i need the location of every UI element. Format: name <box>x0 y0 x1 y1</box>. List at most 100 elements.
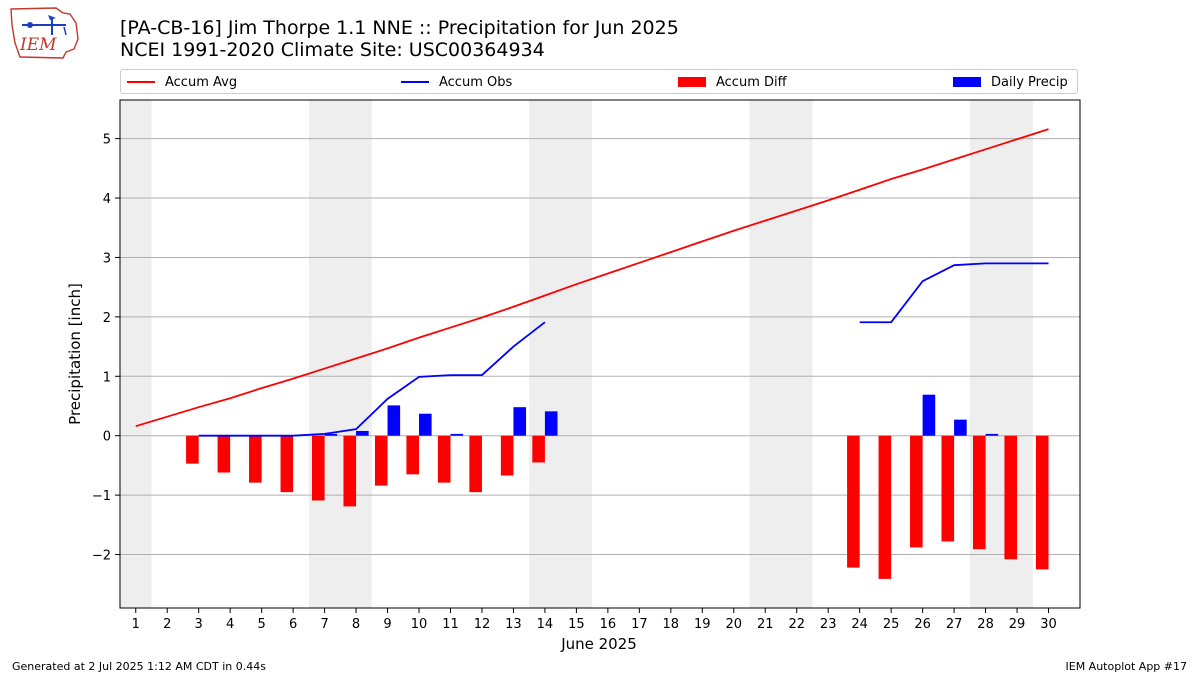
legend-swatch-accum-obs <box>401 81 429 83</box>
accum-diff-bar <box>280 435 294 493</box>
accum-diff-bar <box>437 435 451 483</box>
accum-diff-bar <box>500 435 514 476</box>
x-tick-label: 20 <box>725 617 742 632</box>
x-tick-label: 14 <box>537 617 554 632</box>
x-tick-label: 27 <box>946 617 963 632</box>
x-tick-label: 11 <box>442 617 459 632</box>
legend-swatch-accum-avg <box>127 81 155 83</box>
accum-obs-line <box>859 262 1049 324</box>
y-tick-label: 5 <box>103 133 111 148</box>
y-tick-label: 3 <box>103 251 111 266</box>
weekend-shade <box>308 100 372 608</box>
x-tick-label: 18 <box>663 617 680 632</box>
weekend-shade <box>120 100 152 608</box>
daily-precip-bar <box>387 405 401 436</box>
legend-item-daily-precip: Daily Precip <box>953 73 1068 91</box>
accum-diff-bar <box>343 435 357 507</box>
lines <box>135 128 1049 437</box>
x-tick-label: 13 <box>505 617 522 632</box>
accum-diff-bar <box>249 435 262 483</box>
daily-precip-bar <box>356 430 369 436</box>
footer-app: IEM Autoplot App #17 <box>1065 660 1188 673</box>
x-tick-label: 22 <box>788 617 805 632</box>
x-tick-label: 10 <box>411 617 428 632</box>
x-tick-label: 30 <box>1040 617 1057 632</box>
x-tick-label: 21 <box>757 617 774 632</box>
y-tick-label: −2 <box>92 549 111 564</box>
accum-diff-bar <box>217 435 231 473</box>
x-tick-label: 8 <box>352 617 360 632</box>
gridlines <box>120 138 1080 556</box>
chart-title-block: [PA-CB-16] Jim Thorpe 1.1 NNE :: Precipi… <box>120 17 679 61</box>
legend-swatch-accum-diff <box>678 77 706 87</box>
accum-diff-bar <box>910 435 923 548</box>
x-tick-label: 4 <box>226 617 234 632</box>
accum-diff-bar <box>1035 435 1049 570</box>
legend-label-daily-precip: Daily Precip <box>991 74 1068 90</box>
x-tick-label: 6 <box>289 617 297 632</box>
accum-diff-bar <box>186 435 199 464</box>
daily-precip-bar <box>985 433 999 436</box>
iem-logo: IEM <box>8 5 82 61</box>
x-tick-label: 7 <box>320 617 328 632</box>
x-tick-label: 28 <box>977 617 994 632</box>
accum-diff-bar <box>469 435 482 493</box>
y-tick-label: −1 <box>92 489 111 504</box>
daily-precip-bar <box>324 433 338 436</box>
x-axis-ticks: 1 2 3 4 5 6 7 8 9 10 11 12 13 14 15 16 17 18 19 20 21 22 23 24 2… <box>132 608 1057 632</box>
daily-precip-bar <box>419 413 432 436</box>
y-tick-label: 0 <box>103 430 111 445</box>
daily-precip-bar <box>450 433 464 436</box>
y-axis-ticks: −2 −1 0 1 2 3 4 5 <box>92 133 120 564</box>
weekend-shade <box>529 100 593 608</box>
legend-item-accum-diff: Accum Diff <box>678 73 787 91</box>
bars <box>186 394 1049 579</box>
daily-precip-bar <box>922 394 936 436</box>
weekend-shading <box>120 100 1033 608</box>
weekend-shade <box>749 100 813 608</box>
accum-diff-bar <box>1004 435 1018 560</box>
footer-generated: Generated at 2 Jul 2025 1:12 AM CDT in 0… <box>12 660 266 673</box>
x-tick-label: 19 <box>694 617 711 632</box>
x-tick-label: 12 <box>474 617 491 632</box>
y-tick-label: 4 <box>103 192 111 207</box>
daily-precip-bar <box>513 407 527 436</box>
accum-diff-bar <box>312 435 325 501</box>
x-tick-label: 25 <box>883 617 900 632</box>
legend: Accum Avg Accum Obs Accum Diff Daily Pre… <box>120 69 1078 94</box>
daily-precip-bar <box>544 411 558 436</box>
accum-diff-bar <box>878 435 892 579</box>
x-tick-label: 16 <box>600 617 617 632</box>
y-tick-label: 2 <box>103 311 111 326</box>
accum-diff-bar <box>374 435 388 486</box>
accum-diff-bar <box>972 435 986 550</box>
x-axis-label: June 2025 <box>560 635 637 653</box>
x-tick-label: 15 <box>568 617 585 632</box>
x-tick-label: 17 <box>631 617 648 632</box>
x-tick-label: 26 <box>914 617 931 632</box>
accum-diff-bar <box>532 435 545 463</box>
legend-label-accum-obs: Accum Obs <box>439 74 513 90</box>
legend-swatch-daily-precip <box>953 77 981 87</box>
logo-text: IEM <box>19 35 57 55</box>
accum-diff-bar <box>941 435 955 542</box>
x-tick-label: 2 <box>163 617 171 632</box>
legend-label-accum-avg: Accum Avg <box>165 74 238 90</box>
plot-frame <box>119 99 1081 609</box>
x-tick-label: 29 <box>1009 617 1026 632</box>
x-tick-label: 5 <box>257 617 265 632</box>
iowa-map-logo-icon: IEM <box>10 7 79 59</box>
accum-diff-bar <box>406 435 420 475</box>
y-axis-label: Precipitation [inch] <box>66 283 84 425</box>
chart-title: [PA-CB-16] Jim Thorpe 1.1 NNE :: Precipi… <box>120 17 679 39</box>
x-tick-label: 1 <box>132 617 140 632</box>
x-tick-label: 24 <box>851 617 868 632</box>
x-tick-label: 9 <box>383 617 391 632</box>
legend-item-accum-avg: Accum Avg <box>127 73 237 91</box>
accum-obs-line <box>198 321 546 437</box>
y-tick-label: 1 <box>103 370 111 385</box>
legend-label-accum-diff: Accum Diff <box>716 74 787 90</box>
chart-subtitle: NCEI 1991-2020 Climate Site: USC00364934 <box>120 39 545 61</box>
x-tick-label: 23 <box>820 617 837 632</box>
